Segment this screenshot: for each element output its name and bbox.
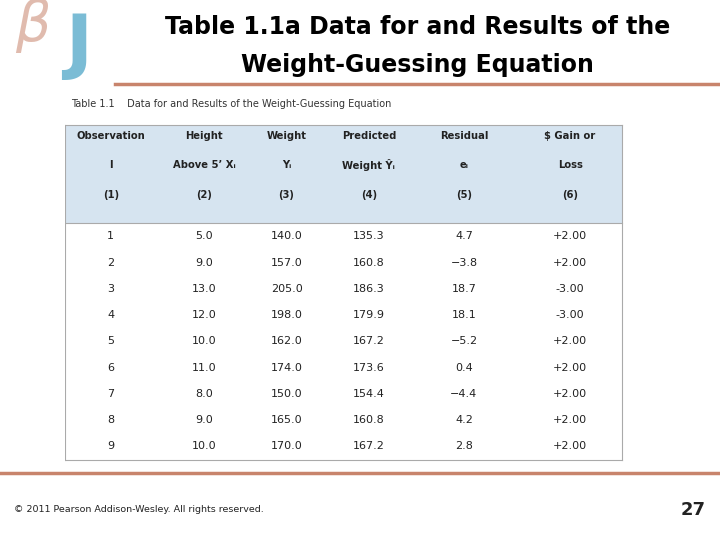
Text: I: I: [109, 160, 112, 170]
Text: eᵢ: eᵢ: [459, 160, 469, 170]
Text: J: J: [65, 11, 91, 80]
Text: 162.0: 162.0: [271, 336, 302, 347]
Text: +2.00: +2.00: [553, 363, 587, 373]
Text: Loss: Loss: [558, 160, 582, 170]
Text: 170.0: 170.0: [271, 441, 302, 451]
Text: 165.0: 165.0: [271, 415, 302, 425]
Text: −4.4: −4.4: [450, 389, 477, 399]
Text: Residual: Residual: [440, 131, 488, 141]
Text: 174.0: 174.0: [271, 363, 302, 373]
Text: 157.0: 157.0: [271, 258, 302, 268]
Text: +2.00: +2.00: [553, 232, 587, 241]
Text: 0.4: 0.4: [455, 363, 473, 373]
Text: 205.0: 205.0: [271, 284, 302, 294]
Text: 3: 3: [107, 284, 114, 294]
Text: (1): (1): [103, 190, 119, 200]
Text: 5: 5: [107, 336, 114, 347]
Text: 27: 27: [680, 501, 706, 518]
Text: 198.0: 198.0: [271, 310, 302, 320]
Text: 4: 4: [107, 310, 114, 320]
Text: 135.3: 135.3: [353, 232, 384, 241]
Text: 4.2: 4.2: [455, 415, 473, 425]
Text: 160.8: 160.8: [353, 415, 384, 425]
Text: Weight: Weight: [266, 131, 307, 141]
Text: 5.0: 5.0: [195, 232, 213, 241]
Text: 13.0: 13.0: [192, 284, 217, 294]
Text: Above 5’ Xᵢ: Above 5’ Xᵢ: [173, 160, 235, 170]
Text: 18.1: 18.1: [451, 310, 477, 320]
Text: 140.0: 140.0: [271, 232, 302, 241]
Text: (2): (2): [197, 190, 212, 200]
Text: Observation: Observation: [76, 131, 145, 141]
Text: 11.0: 11.0: [192, 363, 217, 373]
Text: Yᵢ: Yᵢ: [282, 160, 292, 170]
Text: © 2011 Pearson Addison-Wesley. All rights reserved.: © 2011 Pearson Addison-Wesley. All right…: [14, 505, 264, 514]
Text: 8: 8: [107, 415, 114, 425]
FancyBboxPatch shape: [65, 125, 622, 223]
Text: -3.00: -3.00: [556, 310, 585, 320]
Text: 154.4: 154.4: [353, 389, 385, 399]
Text: 6: 6: [107, 363, 114, 373]
Text: 9: 9: [107, 441, 114, 451]
Text: (6): (6): [562, 190, 578, 200]
Text: Height: Height: [185, 131, 223, 141]
Text: 7: 7: [107, 389, 114, 399]
Text: (4): (4): [361, 190, 377, 200]
Text: 9.0: 9.0: [195, 415, 213, 425]
Text: 173.6: 173.6: [353, 363, 384, 373]
Text: 10.0: 10.0: [192, 336, 217, 347]
Text: 2: 2: [107, 258, 114, 268]
Text: $ Gain or: $ Gain or: [544, 131, 595, 141]
Text: 9.0: 9.0: [195, 258, 213, 268]
Text: 186.3: 186.3: [353, 284, 384, 294]
Text: 18.7: 18.7: [451, 284, 477, 294]
Text: -3.00: -3.00: [556, 284, 585, 294]
Text: +2.00: +2.00: [553, 441, 587, 451]
Text: +2.00: +2.00: [553, 336, 587, 347]
Text: (3): (3): [279, 190, 294, 200]
Text: +2.00: +2.00: [553, 258, 587, 268]
Text: 1: 1: [107, 232, 114, 241]
Text: +2.00: +2.00: [553, 389, 587, 399]
Text: 150.0: 150.0: [271, 389, 302, 399]
Text: −5.2: −5.2: [451, 336, 477, 347]
Text: Weight-Guessing Equation: Weight-Guessing Equation: [241, 53, 594, 77]
Text: −3.8: −3.8: [451, 258, 477, 268]
Text: 4.7: 4.7: [455, 232, 473, 241]
Text: +2.00: +2.00: [553, 415, 587, 425]
Text: Weight Ŷᵢ: Weight Ŷᵢ: [343, 159, 395, 171]
Text: 167.2: 167.2: [353, 336, 385, 347]
Text: Table 1.1    Data for and Results of the Weight-Guessing Equation: Table 1.1 Data for and Results of the We…: [71, 98, 392, 109]
Text: 167.2: 167.2: [353, 441, 385, 451]
Text: Table 1.1a Data for and Results of the: Table 1.1a Data for and Results of the: [165, 15, 670, 39]
Text: 160.8: 160.8: [353, 258, 384, 268]
Text: (5): (5): [456, 190, 472, 200]
Text: 8.0: 8.0: [195, 389, 213, 399]
Text: 12.0: 12.0: [192, 310, 217, 320]
Text: β: β: [14, 0, 50, 52]
Text: 179.9: 179.9: [353, 310, 385, 320]
Text: 2.8: 2.8: [455, 441, 473, 451]
Text: Predicted: Predicted: [342, 131, 396, 141]
Text: 10.0: 10.0: [192, 441, 217, 451]
